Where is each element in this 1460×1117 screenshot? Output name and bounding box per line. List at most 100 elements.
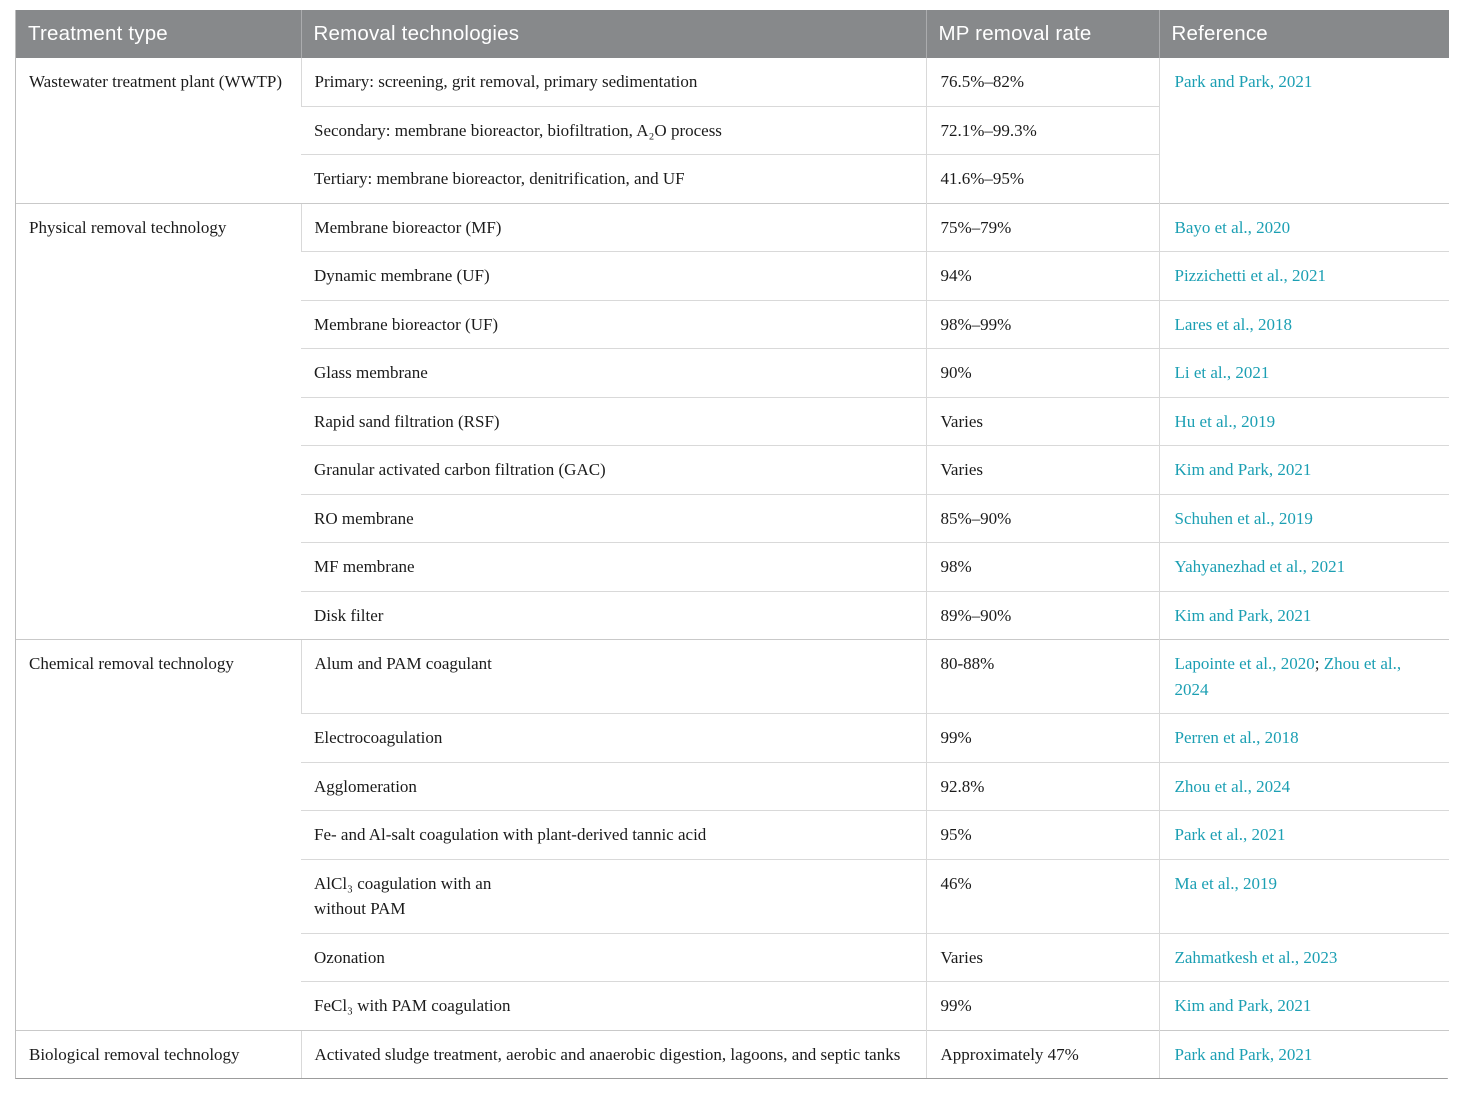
removal-rate-cell: 89%–90% <box>925 590 1159 640</box>
removal-technology-cell: AlCl₃ coagulation with an without PAM <box>301 858 926 933</box>
removal-technology-cell: Secondary: membrane bioreactor, biofiltr… <box>301 105 926 155</box>
removal-technology-cell: Agglomeration <box>301 761 926 811</box>
reference-link[interactable]: Ma et al., 2019 <box>1174 873 1277 893</box>
removal-technology-cell: Dynamic membrane (UF) <box>301 251 926 300</box>
table-row: MF membrane 98% Yahyanezhad et al., 2021 <box>16 542 1449 591</box>
removal-technology-cell: Activated sludge treatment, aerobic and … <box>300 1029 926 1078</box>
reference-cell: Ma et al., 2019 <box>1158 858 1449 933</box>
reference-cell: Kim and Park, 2021 <box>1158 590 1449 640</box>
removal-technology-cell: FeCl₃ with PAM coagulation <box>301 981 926 1030</box>
removal-technology-cell: Fe- and Al-salt coagulation with plant-d… <box>301 810 926 859</box>
table-row: Dynamic membrane (UF) 94% Pizzichetti et a… <box>16 251 1449 300</box>
table-row: Granular activated carbon filtration (GA… <box>16 445 1449 494</box>
reference-link[interactable]: Li et al., 2021 <box>1174 363 1270 382</box>
table-row: FeCl₃ with PAM coagulation 99% Kim and Par… <box>16 981 1449 1030</box>
removal-technology-cell: Glass membrane <box>301 348 926 397</box>
removal-technology-cell: Granular activated carbon filtration (GA… <box>301 445 926 494</box>
table-body: Wastewater treatment plant (WWTP) Primary… <box>16 58 1449 1078</box>
reference-link[interactable]: Park and Park, 2021 <box>1174 72 1313 91</box>
reference-link[interactable]: Park et al., 2021 <box>1174 825 1286 844</box>
removal-rate-cell: Approximately 47% <box>925 1029 1159 1078</box>
removal-rate-cell: 46% <box>925 858 1159 933</box>
removal-rate-cell: 41.6%–95% <box>925 154 1159 203</box>
removal-rate-cell: 90% <box>925 348 1159 397</box>
table-row: Glass membrane 90% Li et al., 2021 <box>16 348 1449 397</box>
removal-technology-cell: Primary: screening, grit removal, primar… <box>300 58 926 106</box>
table-row: Agglomeration 92.8% Zhou et al., 2024 <box>16 761 1449 811</box>
removal-rate-cell: 75%–79% <box>925 202 1159 252</box>
removal-rate-cell: 95% <box>925 810 1159 859</box>
reference-link[interactable]: Pizzichetti et al., 2021 <box>1174 266 1327 285</box>
reference-link[interactable]: Hu et al., 2019 <box>1174 411 1276 431</box>
treatment-type-cell: Wastewater treatment plant (WWTP) <box>29 72 283 91</box>
removal-rate-cell: 76.5%–82% <box>925 58 1159 106</box>
header-mp-removal-rate: MP removal rate <box>925 10 1159 58</box>
removal-rate-cell: 98%–99% <box>925 299 1159 349</box>
table-row: Wastewater treatment plant (WWTP) Primary… <box>16 58 1449 203</box>
reference-link[interactable]: Yahyanezhad et al., 2021 <box>1174 557 1346 576</box>
reference-cell: Hu et al., 2019 <box>1158 396 1449 446</box>
header-reference: Reference <box>1158 10 1449 58</box>
reference-link[interactable]: Lares et al., 2018 <box>1174 314 1293 334</box>
reference-cell: Zhou et al., 2024 <box>1158 761 1449 811</box>
reference-cell: Lares et al., 2018 <box>1158 299 1449 349</box>
removal-technology-cell: Disk filter <box>301 590 926 640</box>
treatment-type-cell: Physical removal technology <box>16 202 301 640</box>
header-removal-technologies: Removal technologies <box>300 10 926 58</box>
removal-rate-cell: Varies <box>925 932 1159 982</box>
reference-link[interactable]: Zhou et al., 2024 <box>1174 776 1291 796</box>
header-treatment-type: Treatment type <box>16 10 301 58</box>
removal-technologies-table: Treatment type Removal technologies MP r… <box>15 10 1449 1079</box>
removal-technology-cell: Electrocoagulation <box>301 713 926 762</box>
removal-rate-cell: 85%–90% <box>925 493 1159 543</box>
removal-technology-cell: Tertiary: membrane bioreactor, denitrifi… <box>301 154 926 203</box>
removal-rate-cell: 72.1%–99.3% <box>925 105 1159 155</box>
treatment-type-cell: Chemical removal technology <box>16 639 301 1030</box>
table-row: Physical removal technology Membrane bior… <box>16 202 1449 640</box>
table-row: RO membrane 85%–90% Schuhen et al., 2019 <box>16 493 1449 543</box>
removal-rate-cell: 94% <box>925 251 1159 300</box>
removal-technology-cell: Alum and PAM coagulant <box>300 639 926 714</box>
table-row: Electrocoagulation 99% Perren et al., 2018 <box>16 713 1449 762</box>
reference-cell: Park et al., 2021 <box>1158 810 1449 859</box>
table-row: Ozonation Varies Zahmatkesh et al., 2023 <box>16 932 1449 982</box>
reference-cell: Park and Park, 2021 <box>1158 58 1449 203</box>
reference-link[interactable]: Kim and Park, 2021 <box>1174 996 1312 1015</box>
reference-link[interactable]: Lapointe et al., 2020 <box>1174 654 1315 673</box>
reference-cell: Lapointe et al., 2020; Zhou et al., 2024 <box>1158 639 1449 714</box>
removal-rate-cell: 92.8% <box>925 761 1159 811</box>
table-header: Treatment type Removal technologies MP r… <box>16 10 1449 58</box>
removal-rate-cell: 99% <box>925 981 1159 1030</box>
reference-cell: Kim and Park, 2021 <box>1158 981 1449 1030</box>
reference-link[interactable]: Perren et al., 2018 <box>1174 728 1299 747</box>
reference-link[interactable]: Kim and Park, 2021 <box>1174 605 1312 625</box>
reference-link[interactable]: Zahmatkesh et al., 2023 <box>1174 947 1338 967</box>
data-table: Treatment type Removal technologies MP r… <box>16 10 1449 1078</box>
treatment-type-cell: Biological removal technology <box>16 1029 301 1078</box>
reference-cell: Bayo et al., 2020 <box>1158 202 1449 252</box>
removal-rate-cell: 80-88% <box>925 639 1159 714</box>
removal-rate-cell: Varies <box>925 445 1159 494</box>
reference-cell: Pizzichetti et al., 2021 <box>1158 251 1449 300</box>
reference-link[interactable]: Schuhen et al., 2019 <box>1174 508 1313 528</box>
table-row: Secondary: membrane bioreactor, biofiltr… <box>16 105 1449 155</box>
table-row: Disk filter 89%–90% Kim and Park, 2021 <box>16 590 1449 640</box>
removal-rate-cell: 98% <box>925 542 1159 591</box>
reference-link[interactable]: Zhou et al., 2024 <box>1174 654 1402 699</box>
reference-separator: ; <box>1314 654 1324 673</box>
removal-technology-cell: Ozonation <box>301 932 926 982</box>
reference-cell: Zahmatkesh et al., 2023 <box>1158 932 1449 982</box>
removal-technology-cell: RO membrane <box>301 493 926 543</box>
reference-cell: Kim and Park, 2021 <box>1158 445 1449 494</box>
removal-technology-cell: Rapid sand filtration (RSF) <box>301 396 926 446</box>
removal-technology-cell: Membrane bioreactor (MF) <box>300 202 926 252</box>
reference-link[interactable]: Kim and Park, 2021 <box>1174 460 1312 479</box>
reference-link[interactable]: Park and Park, 2021 <box>1174 1044 1313 1064</box>
table-row: Tertiary: membrane bioreactor, denitrifi… <box>16 154 1449 203</box>
table-row: Fe- and Al-salt coagulation with plant-d… <box>16 810 1449 859</box>
removal-technology-cell: Membrane bioreactor (UF) <box>301 299 926 349</box>
reference-cell: Perren et al., 2018 <box>1158 713 1449 762</box>
reference-link[interactable]: Bayo et al., 2020 <box>1174 217 1291 237</box>
table-row: Biological removal technology Activated s… <box>16 1029 1449 1078</box>
reference-cell: Park and Park, 2021 <box>1158 1029 1449 1078</box>
